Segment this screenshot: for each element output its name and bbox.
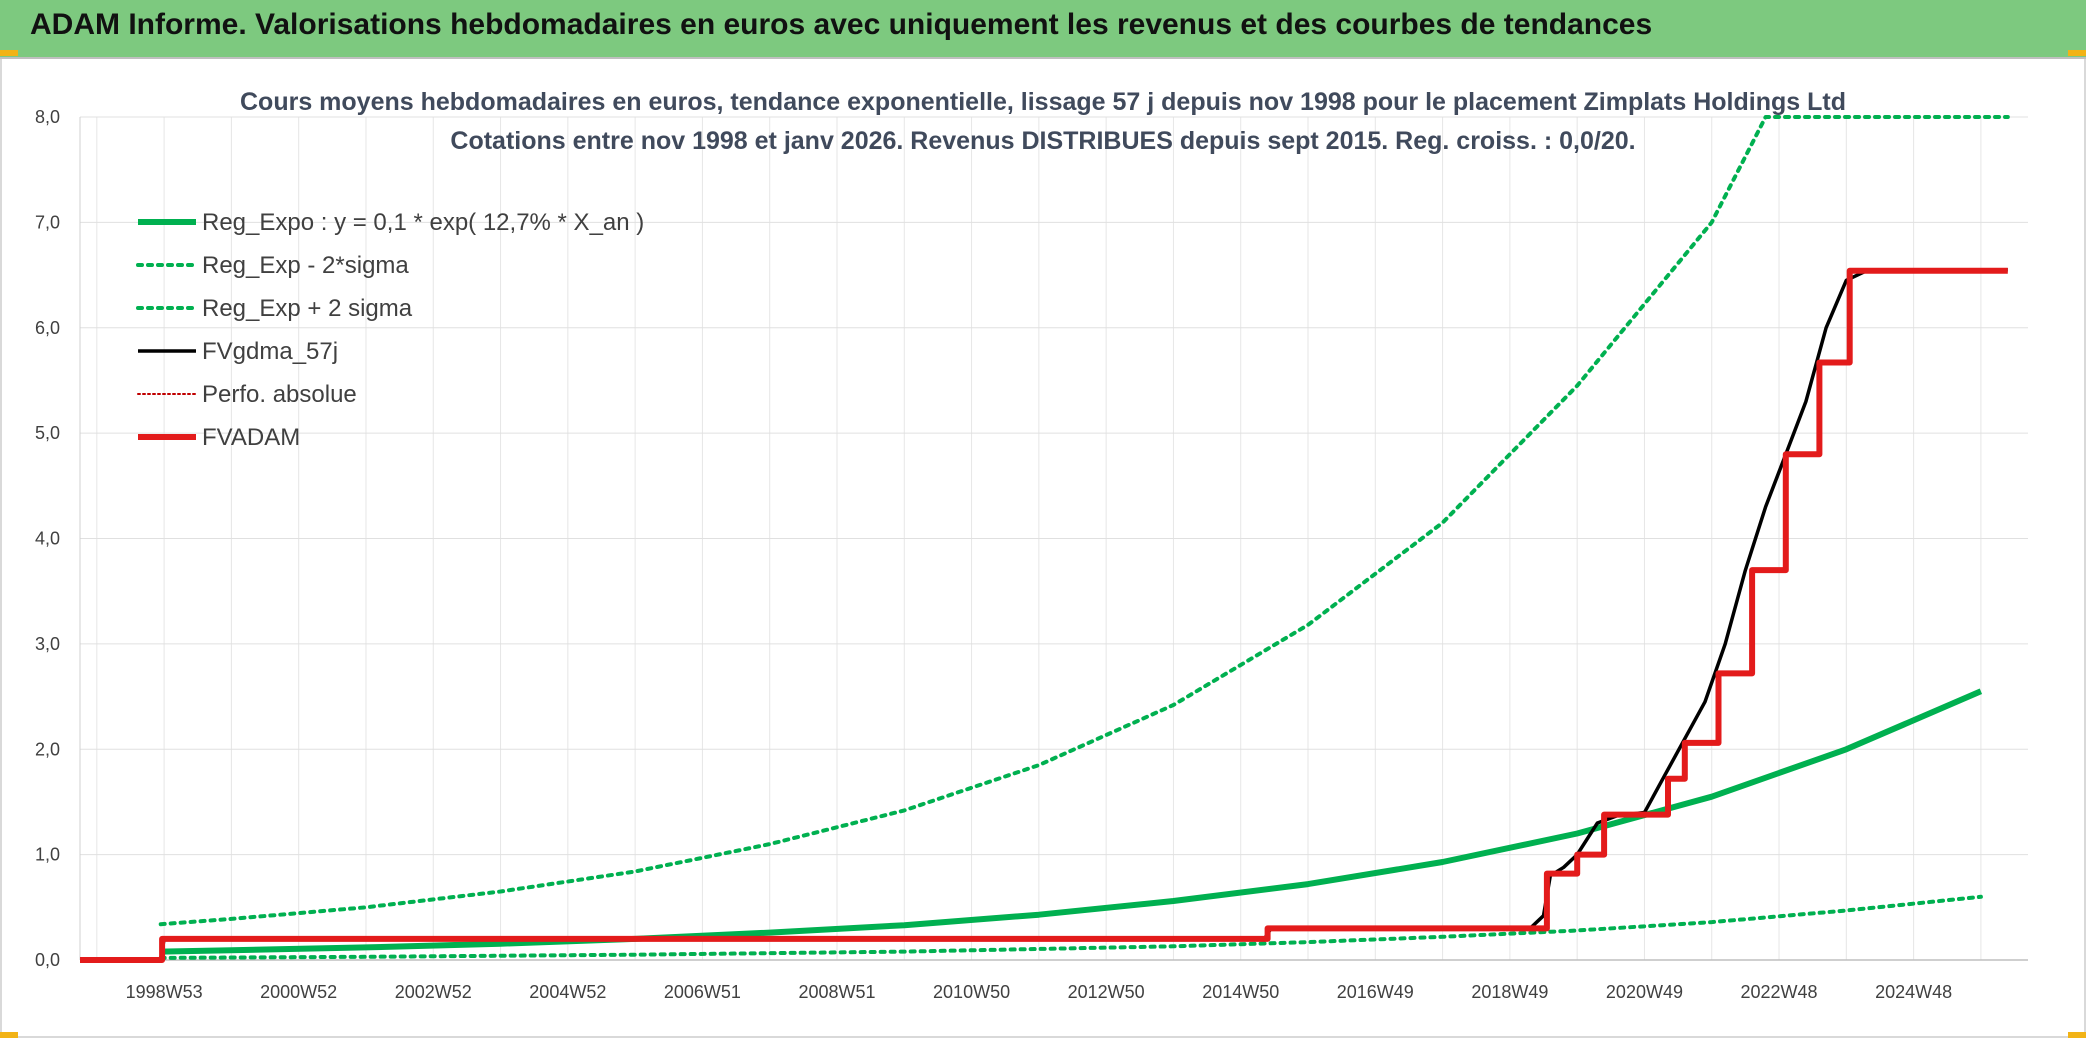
- legend-label: Perfo. absolue: [202, 381, 357, 408]
- y-tick-label: 6,0: [35, 318, 60, 338]
- corner-marker-bottom-left: [0, 1032, 18, 1038]
- series-layer: [80, 115, 2010, 963]
- x-tick-label: 2008W51: [798, 982, 875, 1002]
- x-tick-label: 2024W48: [1875, 982, 1952, 1002]
- series-line-fvadam: [80, 267, 2008, 963]
- legend-label: Reg_Exp + 2 sigma: [202, 295, 413, 322]
- legend: Reg_Expo : y = 0,1 * exp( 12,7% * X_an )…: [136, 209, 644, 451]
- y-tick-label: 4,0: [35, 529, 60, 549]
- x-tick-label: 2010W50: [933, 982, 1010, 1002]
- x-tick-label: 2022W48: [1741, 982, 1818, 1002]
- x-tick-label: 2006W51: [664, 982, 741, 1002]
- corner-marker-top-right: [2068, 50, 2086, 56]
- legend-label: FVADAM: [202, 424, 300, 451]
- corner-marker-top-left: [0, 50, 18, 56]
- x-tick-label: 1998W53: [126, 982, 203, 1002]
- y-tick-label: 3,0: [35, 634, 60, 654]
- series-line-reg-exp-2-sigma: [158, 115, 2010, 927]
- corner-marker-bottom-right: [2068, 1032, 2086, 1038]
- chart-title-line-2: Cotations entre nov 1998 et janv 2026. R…: [450, 127, 1635, 155]
- y-tick-label: 7,0: [35, 212, 60, 232]
- x-tick-label: 2020W49: [1606, 982, 1683, 1002]
- series-line-reg-exp-2-sigma: [158, 894, 1983, 960]
- legend-label: FVgdma_57j: [202, 338, 338, 365]
- legend-label: Reg_Exp - 2*sigma: [202, 252, 409, 279]
- x-tick-label: 2018W49: [1471, 982, 1548, 1002]
- y-tick-label: 8,0: [35, 107, 60, 127]
- y-tick-label: 2,0: [35, 739, 60, 759]
- y-tick-label: 5,0: [35, 423, 60, 443]
- report-banner: ADAM Informe. Valorisations hebdomadaire…: [0, 0, 2086, 59]
- x-tick-label: 2004W52: [529, 982, 606, 1002]
- banner-title: ADAM Informe. Valorisations hebdomadaire…: [30, 8, 1653, 41]
- series-line-fvgdma-57j: [80, 268, 2008, 962]
- chart-title-line-1: Cours moyens hebdomadaires en euros, ten…: [240, 88, 1846, 116]
- x-tick-label: 2000W52: [260, 982, 337, 1002]
- legend-label: Reg_Expo : y = 0,1 * exp( 12,7% * X_an ): [202, 209, 644, 236]
- x-tick-label: 2002W52: [395, 982, 472, 1002]
- y-tick-label: 1,0: [35, 845, 60, 865]
- x-tick-label: 2016W49: [1337, 982, 1414, 1002]
- axis-ticks: 0,0 1,0 2,0 3,0 4,0 5,0 6,0 7,0 8,0 1998W53 2000W5…: [35, 107, 1952, 1002]
- x-tick-label: 2014W50: [1202, 982, 1279, 1002]
- grid-lines: [79, 116, 2028, 961]
- x-tick-label: 2012W50: [1068, 982, 1145, 1002]
- y-tick-label: 0,0: [35, 950, 60, 970]
